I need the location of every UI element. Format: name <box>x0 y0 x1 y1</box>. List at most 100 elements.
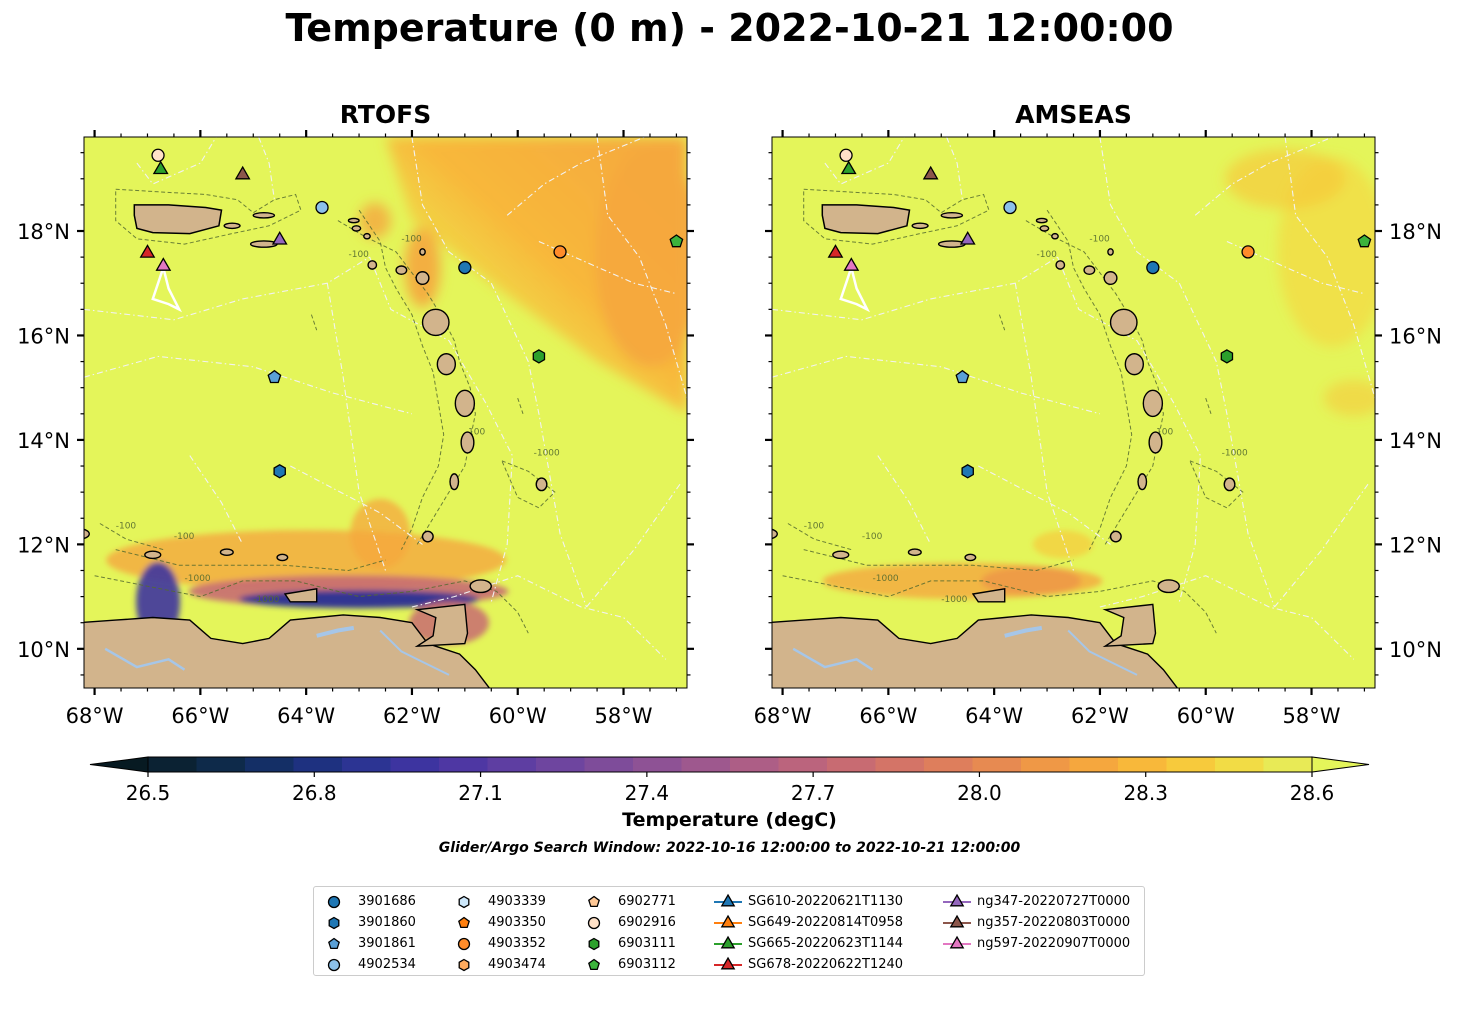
legend-label: 3901860 <box>358 915 416 930</box>
glider-track <box>839 267 871 313</box>
land-island <box>454 389 476 418</box>
colorbar-tick-label: 28.6 <box>1290 781 1335 805</box>
eez-boundary-line <box>506 137 645 216</box>
colorbar-bin <box>245 757 294 772</box>
colorbar-frame <box>147 756 1313 773</box>
legend-marker-icon <box>588 937 600 951</box>
rtofs-plume-north <box>350 498 411 569</box>
glider-track <box>151 267 183 313</box>
legend-marker-icon <box>714 893 742 907</box>
bathymetry-line <box>1025 220 1164 545</box>
lat-tick-label: 12°N <box>17 533 70 557</box>
legend-label: SG678-20220622T1240 <box>748 957 904 972</box>
legend-item: ng357-20220803T0000 <box>941 914 1161 932</box>
legend-marker-icon <box>588 895 600 908</box>
land-island <box>1109 308 1138 337</box>
eez-boundary-line <box>258 137 275 200</box>
legend-item: SG649-20220814T0958 <box>712 914 932 932</box>
bathymetry-line <box>115 188 302 245</box>
platform-marker <box>840 160 857 175</box>
land-island <box>363 232 371 240</box>
land-island <box>276 553 289 562</box>
land-island <box>535 477 548 492</box>
platform-marker <box>961 464 974 479</box>
legend-marker <box>587 916 601 930</box>
land-island <box>1051 232 1059 240</box>
legend-marker-icon <box>327 958 341 972</box>
bathymetry-line <box>1189 460 1244 509</box>
legend-marker <box>949 893 965 907</box>
legend-label: 4903352 <box>488 936 546 951</box>
legend-marker <box>720 935 736 949</box>
legend-item: SG665-20220623T1144 <box>712 935 932 953</box>
contour-label: -1000 <box>185 574 211 584</box>
legend-item: ng347-20220727T0000 <box>941 893 1161 911</box>
land-island <box>421 308 450 337</box>
legend-marker-icon <box>328 916 340 930</box>
platform-marker <box>1003 200 1017 215</box>
legend-item: 3901860 <box>324 914 544 932</box>
legend-label: 6903111 <box>618 936 676 951</box>
eez-boundary-line <box>1178 282 1276 608</box>
contour-label: -100 <box>401 234 422 244</box>
land-island <box>1103 271 1118 285</box>
colorbar-bin <box>681 757 731 772</box>
legend-marker <box>327 895 341 909</box>
map-panel-amseas: -100 -100 -100 -100 -1000 -1000 -1000 -100 68°W 6… <box>754 130 1442 728</box>
land-trinidad <box>1102 603 1157 648</box>
colorbar-bin <box>584 757 634 772</box>
platform-marker <box>139 244 156 258</box>
bathymetry-line <box>115 549 386 572</box>
eez-boundary-line <box>326 283 387 571</box>
legend-label: 4903474 <box>488 957 546 972</box>
map-panel-rtofs: -100 -100 -100 -100 -1000 -1000 -1000 -100 68°W 6… <box>17 130 708 728</box>
land-island <box>415 271 430 285</box>
legend-label: 6902916 <box>618 915 676 930</box>
legend-item: ng597-20220907T0000 <box>941 935 1161 953</box>
platform-marker <box>1385 473 1396 486</box>
colorbar-bin <box>342 757 391 772</box>
eez-boundary-line <box>1057 256 1201 602</box>
land-island <box>84 528 90 540</box>
platform-marker <box>1241 245 1255 259</box>
amseas-warm-patch-b <box>1225 148 1346 209</box>
platform-markers <box>827 148 1396 486</box>
colorbar-bin <box>1166 757 1216 772</box>
legend-marker-icon <box>587 916 601 930</box>
lon-tick-label: 62°W <box>383 704 441 728</box>
contour-label: -1000 <box>534 449 560 459</box>
platform-marker <box>273 464 286 479</box>
colorbar-bin <box>390 757 440 772</box>
legend-marker-icon <box>457 937 471 951</box>
colorbar-tick-label: 28.0 <box>957 781 1002 805</box>
legend-item: 3901686 <box>324 893 544 911</box>
lat-tick-label: 10°N <box>1389 638 1442 662</box>
rtofs-warm-core <box>594 147 687 368</box>
search-window-caption: Glider/Argo Search Window: 2022-10-16 12… <box>438 840 1021 856</box>
colorbar-bin <box>487 757 537 772</box>
bathymetry-contours <box>782 188 1244 634</box>
platform-marker <box>532 349 546 364</box>
eez-boundary-line <box>84 355 413 415</box>
bathymetry-line <box>337 220 476 545</box>
eez-boundaries <box>84 137 687 660</box>
colorbar-bin <box>148 757 197 772</box>
platform-marker <box>697 473 708 486</box>
legend-marker <box>458 958 470 972</box>
eez-boundary-line <box>411 575 667 660</box>
legend-marker-icon <box>458 916 470 929</box>
colorbar-tick-label: 26.5 <box>126 781 171 805</box>
legend-marker-icon <box>943 935 971 949</box>
contour-label: -100 <box>862 532 883 542</box>
legend-marker <box>588 958 600 971</box>
colorbar-tick-label: 27.7 <box>791 781 836 805</box>
land-island <box>940 212 964 219</box>
legend-marker <box>458 916 470 929</box>
colorbar-bin <box>196 757 246 772</box>
eez-boundary-line <box>290 465 423 545</box>
colorbar-bin <box>924 757 973 772</box>
land-island <box>907 548 922 557</box>
lon-tick-label: 68°W <box>754 704 812 728</box>
land-island <box>436 353 457 376</box>
